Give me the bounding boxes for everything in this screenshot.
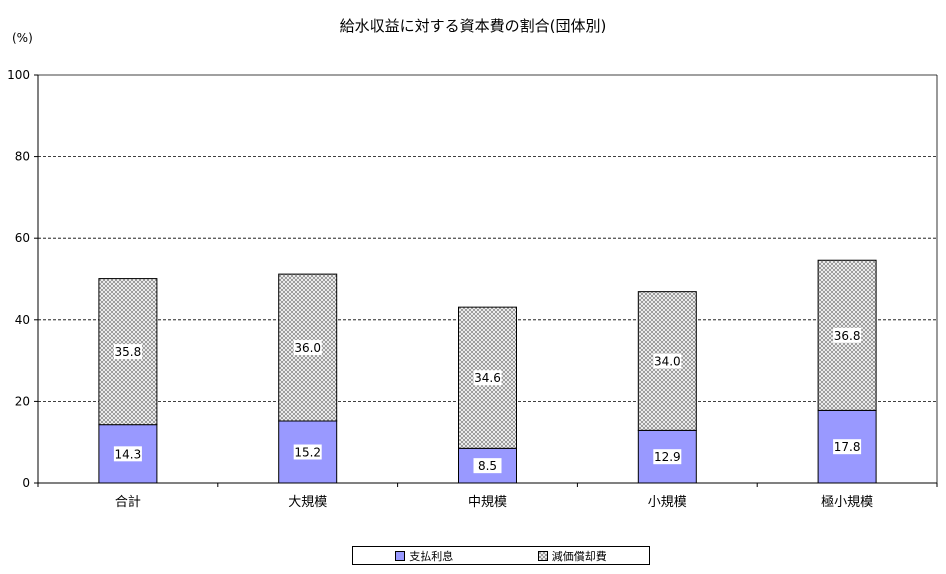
data-label-bg-0-4 [833,439,862,455]
data-label-bg-0-3 [653,449,682,465]
data-label-0-2: 8.5 [478,459,497,473]
data-label-bg-0-1 [293,444,322,460]
chart-legend: 支払利息 減価償却費 [352,546,650,565]
legend-swatch-depreciation [537,550,548,561]
legend-item-interest: 支払利息 [395,548,453,564]
data-label-bg-1-0 [113,344,142,360]
y-tick-label-40: 40 [15,313,30,327]
chart-title: 給水収益に対する資本費の割合(団体別) [339,17,607,35]
y-tick-label-0: 0 [22,476,30,490]
y-tick-label-100: 100 [7,68,30,82]
legend-label-interest: 支払利息 [409,549,454,563]
data-label-bg-1-3 [653,353,682,369]
x-tick-label-0: 合計 [115,494,141,510]
y-axis-unit-label: (%) [12,31,33,45]
data-label-bg-1-4 [833,327,862,343]
legend-item-depreciation: 減価償却費 [537,548,607,564]
x-tick-label-2: 中規模 [468,495,507,510]
data-label-bg-0-2 [473,458,502,474]
data-label-bg-1-2 [473,370,502,386]
legend-label-depreciation: 減価償却費 [551,549,607,563]
data-label-1-2: 34.6 [474,371,501,385]
data-label-bg-1-1 [293,340,322,356]
data-label-0-1: 15.2 [294,445,321,459]
data-label-1-0: 35.8 [115,345,142,359]
x-tick-label-4: 極小規模 [821,494,873,510]
data-label-1-4: 36.8 [834,329,861,343]
data-label-bg-0-0 [113,446,142,462]
y-tick-label-80: 80 [15,150,30,164]
data-label-0-4: 17.8 [834,440,861,454]
legend-swatch-interest [395,550,406,561]
data-label-1-3: 34.0 [654,355,681,369]
y-tick-label-20: 20 [15,394,30,408]
data-label-0-0: 14.3 [115,447,142,461]
x-tick-label-3: 小規模 [648,495,687,510]
data-label-1-1: 36.0 [294,341,321,355]
x-tick-label-1: 大規模 [288,495,327,510]
y-tick-label-60: 60 [15,231,30,245]
data-label-0-3: 12.9 [654,450,681,464]
